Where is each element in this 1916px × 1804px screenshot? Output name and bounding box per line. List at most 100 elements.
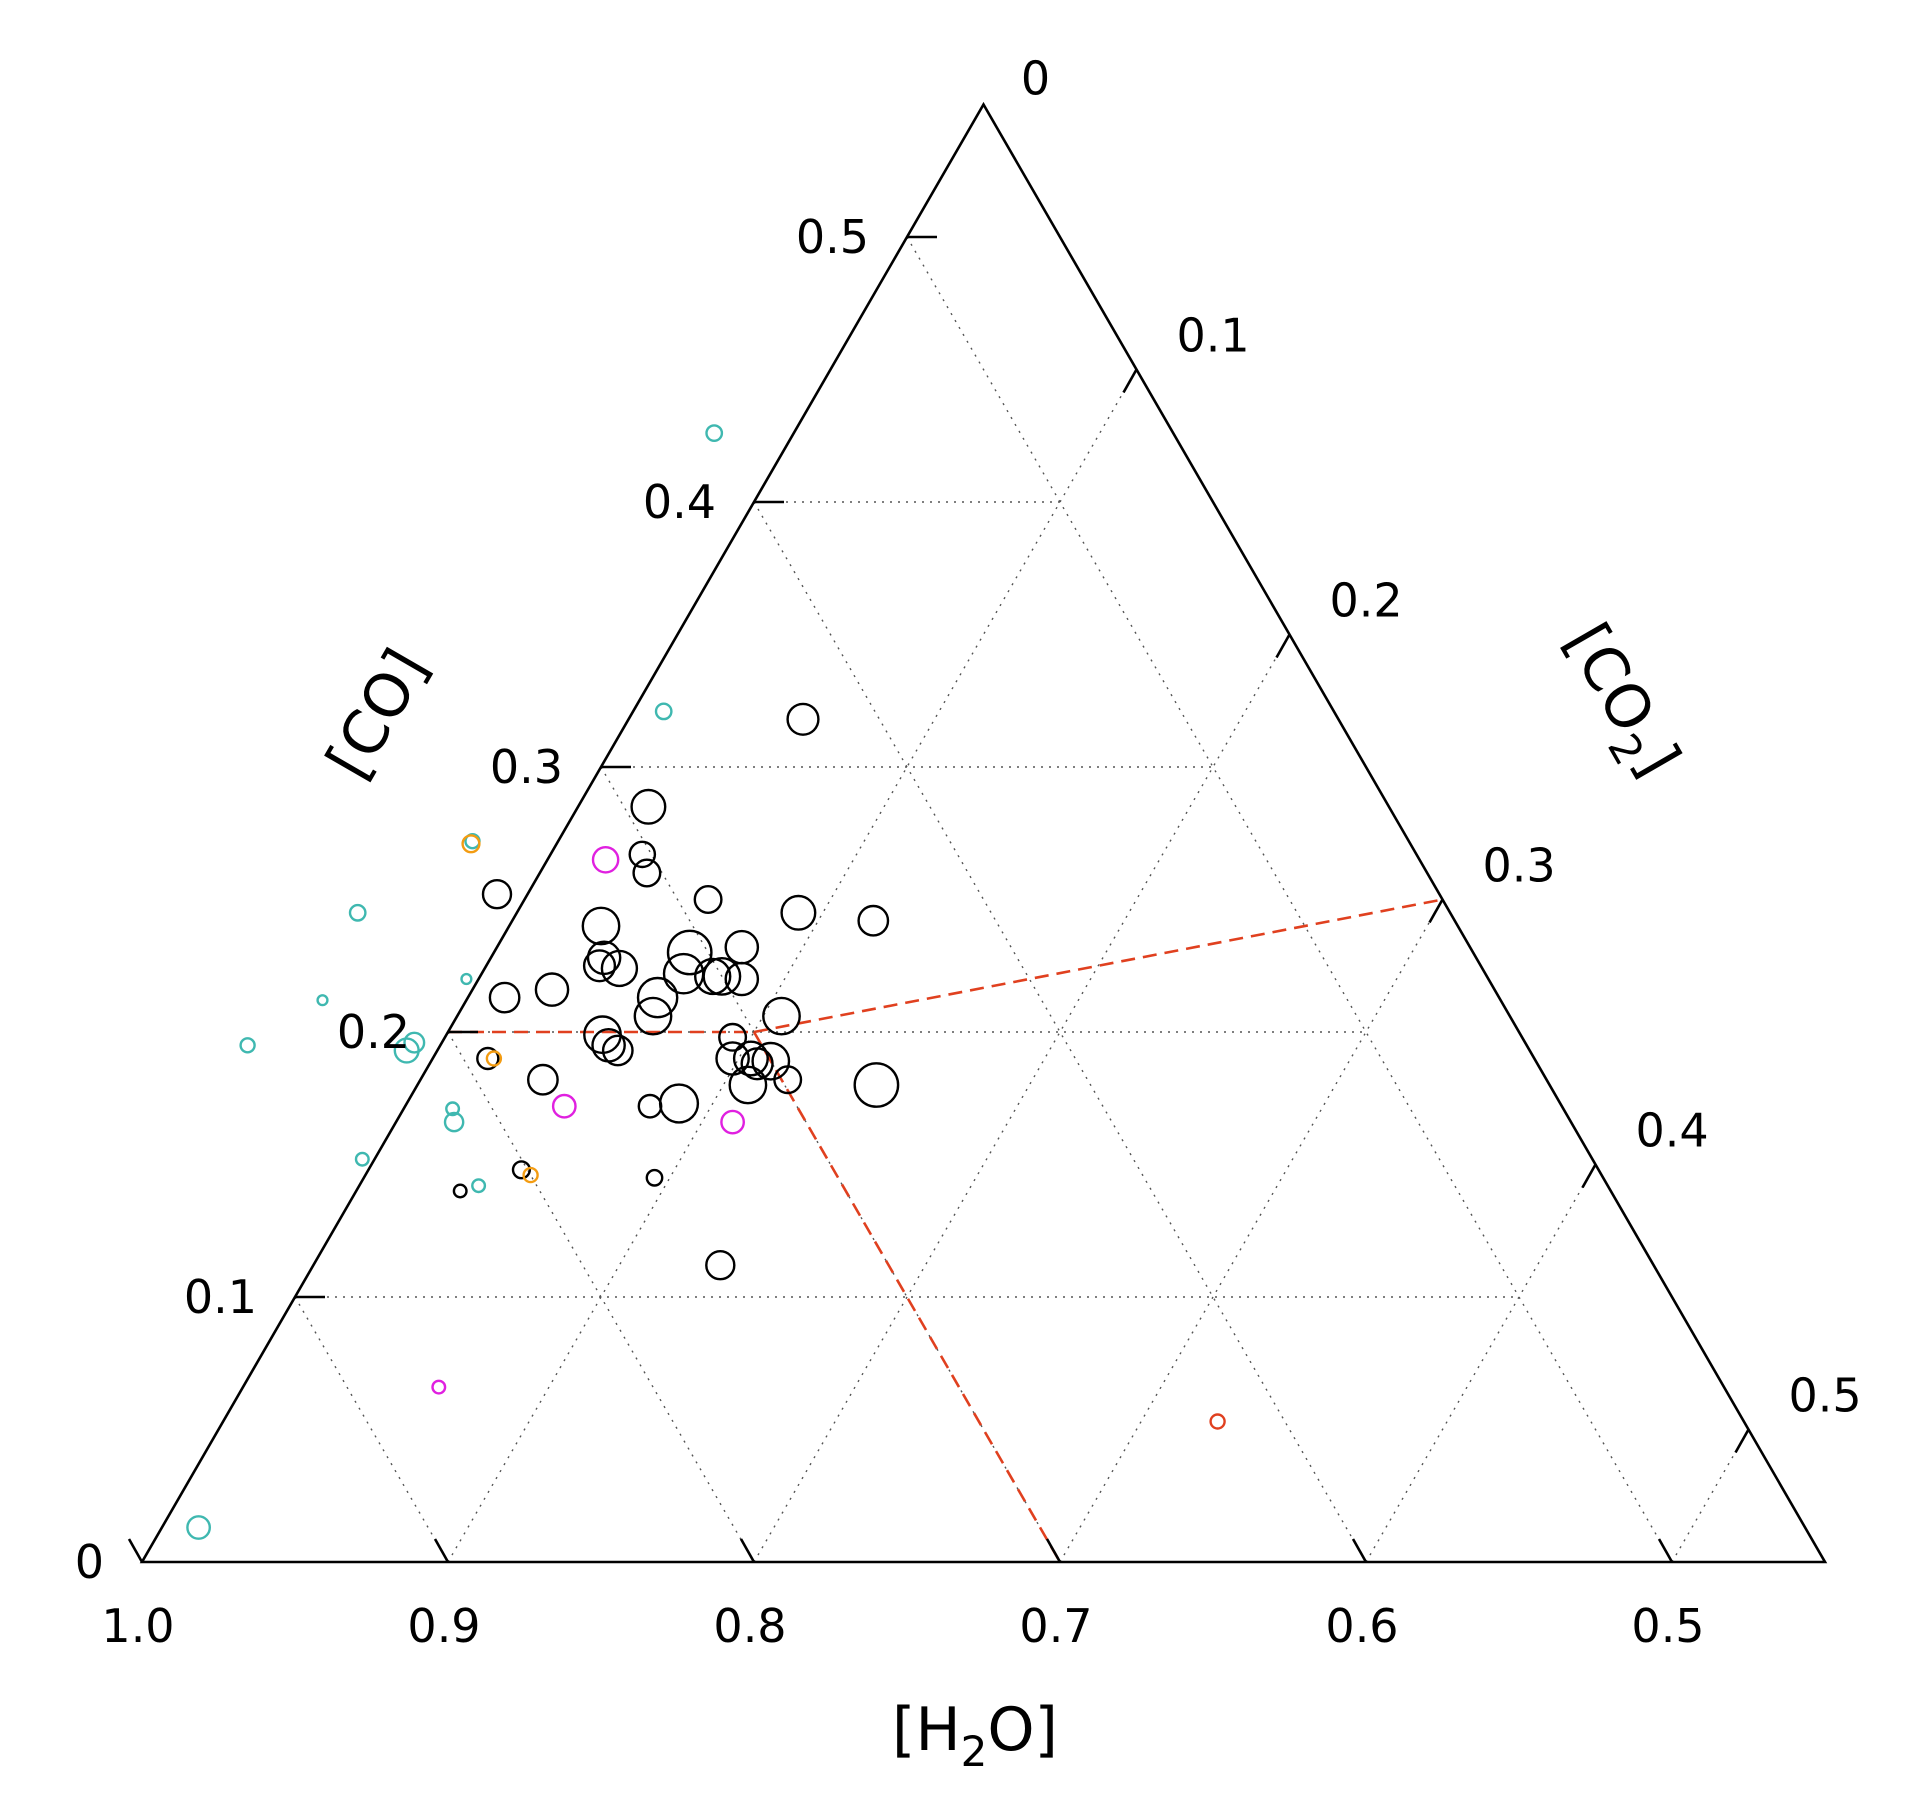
data-point-red: [1209, 1413, 1226, 1430]
tick-labels: 1.0 0.9 0.8 0.7 0.6 0.5 0 0.1 0.2 0.3 0.4 0.5 0 0.1 0.…: [75, 52, 1862, 1654]
data-point-cyan: [354, 1151, 370, 1167]
data-point-black: [452, 1183, 468, 1199]
axis-ticks: [127, 235, 1750, 1563]
data-point-orange: [485, 1050, 503, 1067]
tick-label-co: 0.2: [337, 1005, 410, 1059]
co2-axis-label: [CO2]: [1542, 612, 1693, 793]
data-point-black: [534, 972, 570, 1007]
data-point-black: [780, 894, 817, 931]
data-point-cyan: [186, 1515, 212, 1540]
grid-line-co2: [1671, 1429, 1750, 1563]
data-point-cyan: [654, 702, 673, 721]
tick-h2o: [1657, 1538, 1674, 1563]
data-point-black: [857, 904, 890, 937]
data-point-black: [601, 1034, 634, 1067]
reference-lines: [448, 898, 1443, 1563]
tick-label-co: 0.5: [796, 210, 869, 264]
grid-line-h2o: [600, 766, 1061, 1563]
data-point-black: [630, 788, 667, 825]
triangle-frame: [139, 101, 1828, 1564]
tick-label-co: 0.4: [643, 475, 716, 529]
data-point-black: [786, 702, 820, 736]
reference-line-co2: [753, 898, 1443, 1034]
grid-line-co2: [447, 369, 1138, 1563]
h2o-axis-label-pre: [H: [892, 1695, 961, 1765]
data-points: [186, 424, 1226, 1540]
data-point-black: [476, 1046, 500, 1071]
data-point-black: [481, 879, 513, 910]
tick-label-co2: 0.5: [1789, 1369, 1862, 1423]
data-point-magenta: [720, 1109, 745, 1135]
tick-label-h2o: 0.5: [1631, 1599, 1704, 1653]
data-point-cyan: [460, 972, 473, 986]
data-point-cyan: [445, 1101, 461, 1117]
data-point-black: [645, 1168, 664, 1187]
data-point-magenta: [551, 1093, 577, 1119]
data-point-orange: [461, 834, 481, 854]
grid-line-co2: [1059, 899, 1444, 1563]
grid-line-h2o: [447, 1031, 755, 1563]
tick-label-h2o: 0.8: [713, 1599, 786, 1653]
data-point-magenta: [431, 1379, 447, 1395]
triangle-outline: [139, 101, 1828, 1564]
data-point-cyan: [403, 1031, 426, 1054]
tick-label-co2: 0.3: [1483, 839, 1556, 893]
data-point-black: [694, 957, 732, 996]
tick-h2o: [739, 1538, 756, 1563]
data-point-black: [637, 1093, 663, 1119]
data-point-cyan: [705, 424, 724, 442]
data-point-cyan: [316, 994, 329, 1007]
tick-co2: [1428, 898, 1444, 924]
tick-co2: [1581, 1163, 1597, 1189]
data-point-black: [586, 940, 622, 976]
co2-axis-label-pre: [CO: [1551, 612, 1668, 744]
tick-co2: [1122, 368, 1138, 394]
data-point-black: [702, 957, 742, 996]
grid-line-h2o: [294, 1296, 449, 1563]
data-point-black: [773, 1065, 803, 1095]
tick-origin: [127, 1538, 144, 1563]
grid-line-co2: [753, 634, 1291, 1563]
data-point-black: [705, 1249, 736, 1281]
data-point-black: [628, 840, 657, 869]
tick-label-co2: 0.2: [1330, 574, 1403, 628]
data-point-magenta: [591, 846, 620, 874]
co-axis-label: [CO]: [313, 638, 442, 791]
tick-label-co: 0: [75, 1535, 104, 1589]
data-point-black: [527, 1063, 559, 1096]
tick-label-co2: 0: [1021, 52, 1050, 106]
grid-line-co2: [1365, 1164, 1597, 1563]
tick-label-h2o: 1.0: [101, 1599, 174, 1653]
data-point-black: [666, 929, 713, 976]
h2o-axis-label: [H2O]: [892, 1695, 1058, 1776]
data-point-black: [633, 996, 673, 1036]
grid-lines: [294, 236, 1750, 1563]
tick-co2: [1734, 1428, 1750, 1454]
data-point-black: [582, 949, 617, 983]
data-point-black: [581, 906, 621, 946]
data-point-black: [751, 1041, 791, 1081]
reference-line-h2o: [752, 1031, 1062, 1563]
data-point-black: [591, 1028, 626, 1063]
tick-h2o: [1045, 1538, 1062, 1563]
data-point-cyan: [443, 1111, 465, 1133]
data-point-cyan: [239, 1037, 256, 1054]
data-point-orange: [522, 1166, 539, 1184]
data-point-black: [762, 996, 801, 1036]
tick-label-co: 0.1: [184, 1270, 257, 1324]
tick-label-h2o: 0.7: [1019, 1599, 1092, 1653]
data-point-black: [693, 885, 723, 915]
data-point-black: [600, 949, 639, 988]
data-point-black: [511, 1160, 531, 1180]
data-point-black: [728, 1065, 768, 1105]
h2o-axis-label-sub: 2: [961, 1727, 988, 1776]
tick-co2: [1275, 633, 1291, 659]
tick-label-co2: 0.4: [1636, 1104, 1709, 1158]
data-point-black: [636, 976, 679, 1019]
data-point-cyan: [471, 1178, 487, 1194]
data-point-black: [658, 1083, 700, 1124]
data-point-black: [632, 858, 662, 888]
tick-label-co: 0.3: [490, 740, 563, 794]
tick-label-h2o: 0.9: [407, 1599, 480, 1653]
data-point-black: [732, 1040, 769, 1077]
